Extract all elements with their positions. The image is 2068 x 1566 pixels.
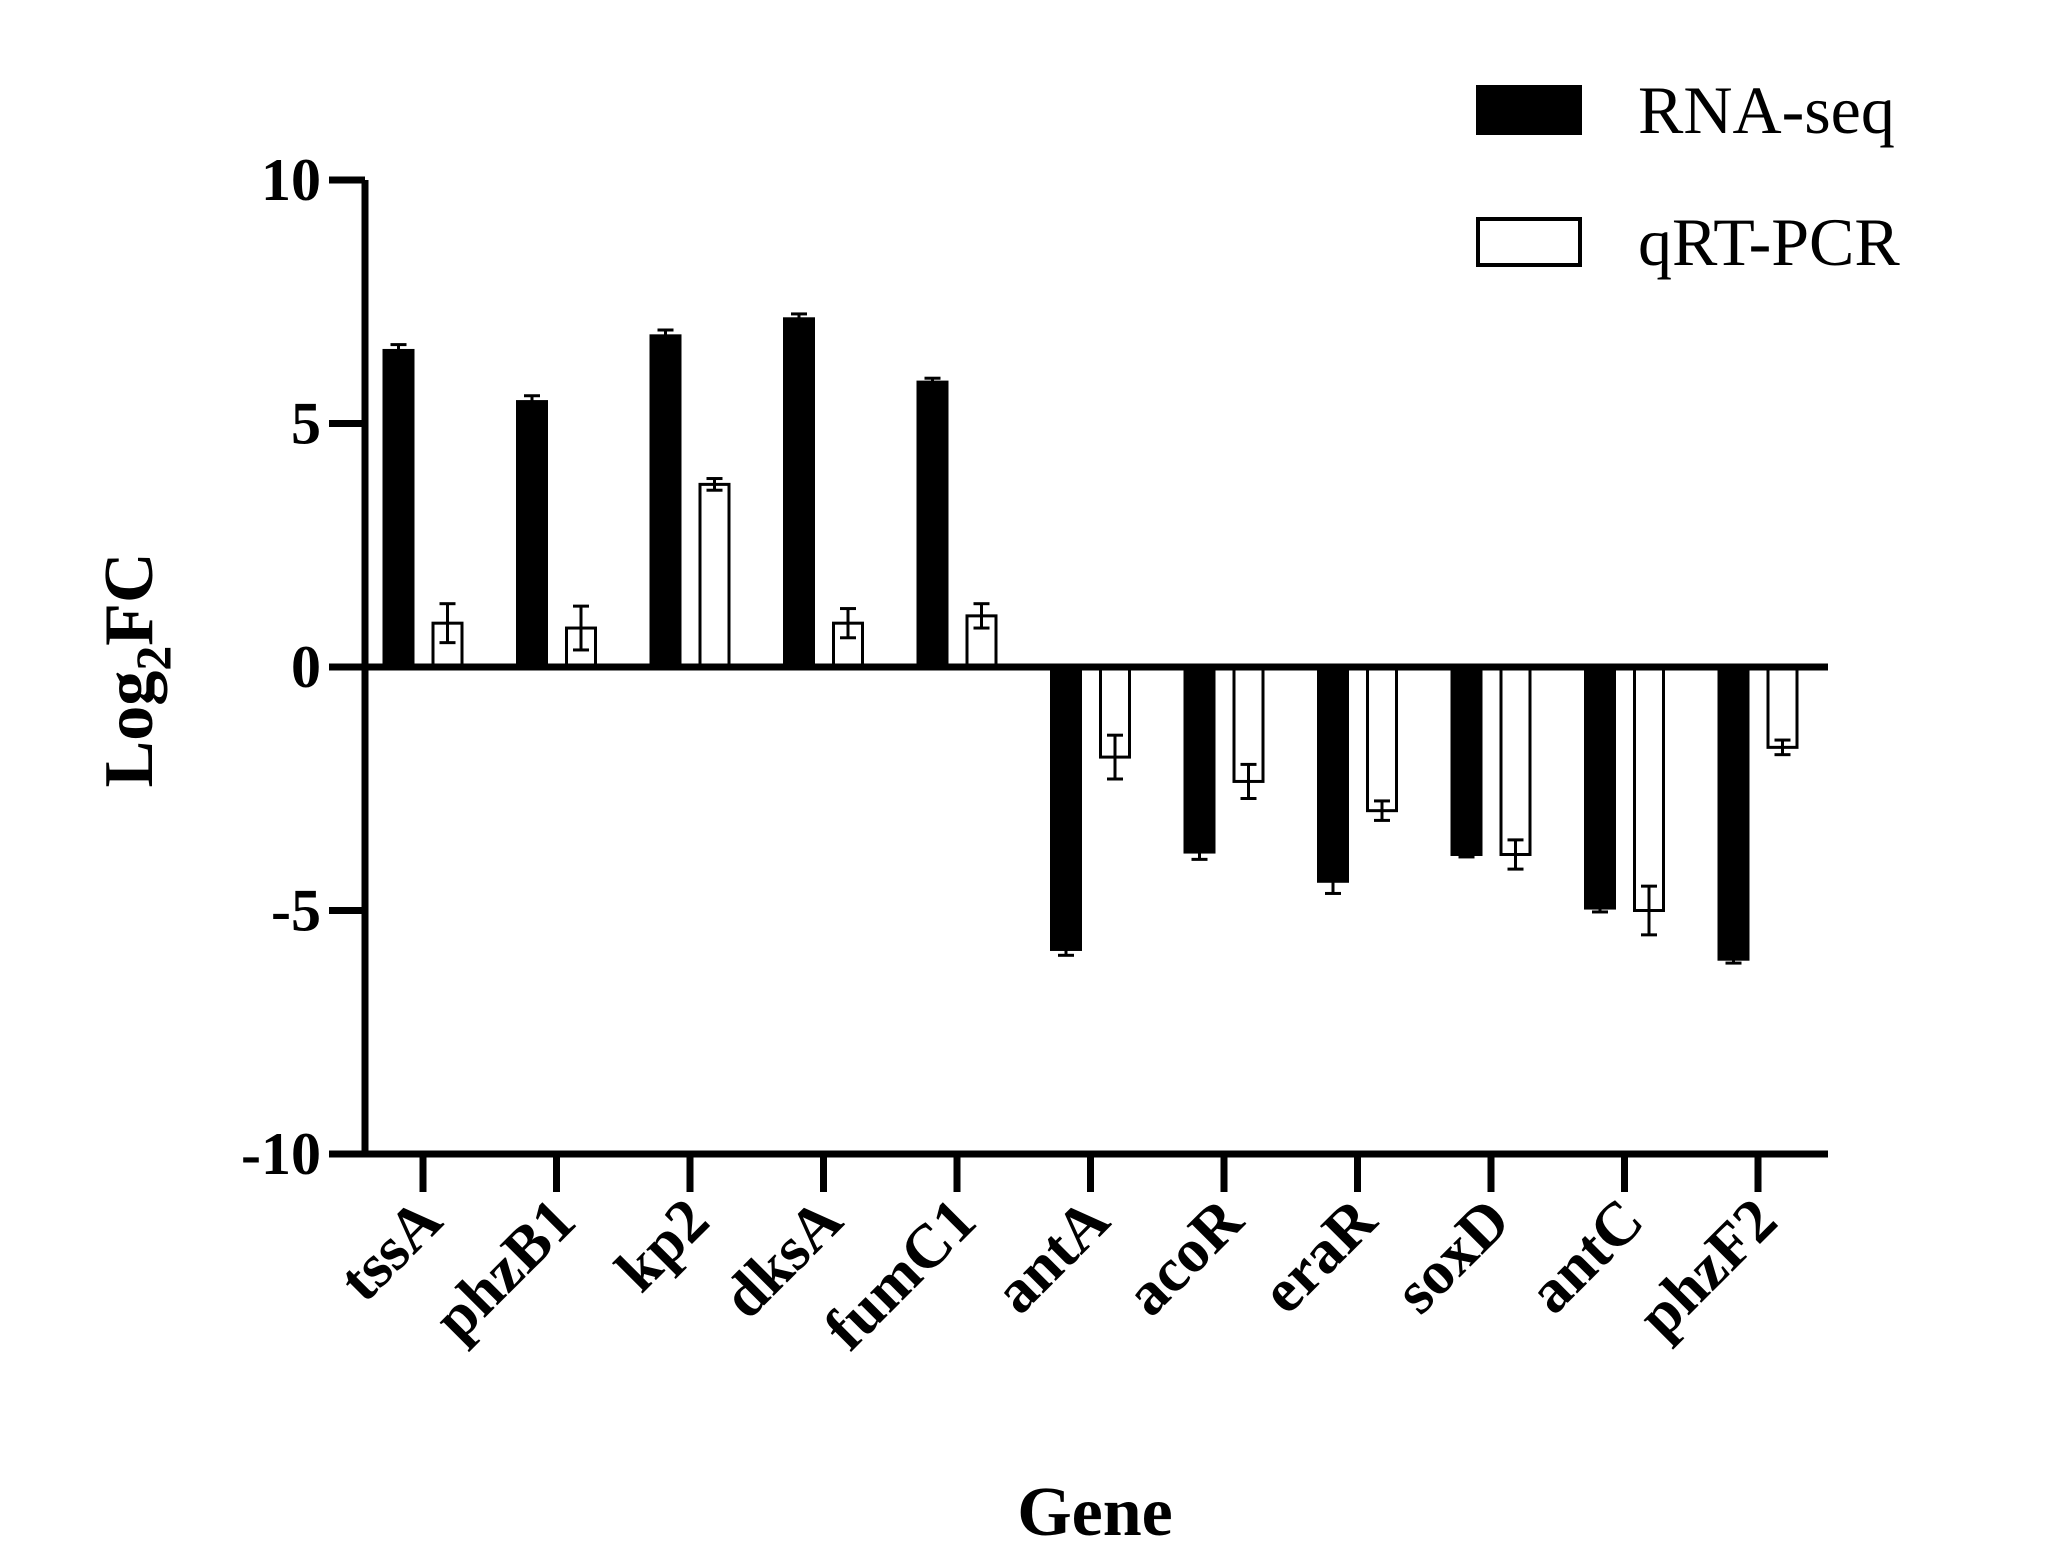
x-tick-label-soxd: soxD [1382, 1186, 1523, 1327]
y-axis-title-main: Log [91, 671, 168, 788]
bar-rna-seq-anta [1050, 665, 1082, 951]
bar-qrt-pcr-erar [1366, 665, 1398, 813]
legend-swatch-rna-seq [1476, 85, 1582, 135]
bar-rna-seq-soxd [1450, 665, 1483, 856]
y-axis-title-subscript: 2 [125, 646, 181, 671]
x-tick-label-anta: antA [982, 1186, 1123, 1327]
bar-rna-seq-fumc1 [916, 380, 949, 669]
bar-rna-seq-dksa [783, 317, 815, 669]
legend: RNA-seq qRT-PCR [1476, 72, 1900, 280]
y-tick-label-5: 5 [291, 391, 321, 457]
y-tick-label--5: -5 [271, 878, 321, 944]
x-tick-label-phzf2: phzF2 [1625, 1186, 1790, 1351]
bar-qrt-pcr-soxd [1499, 665, 1532, 856]
bar-rna-seq-acor [1183, 665, 1216, 854]
bar-qrt-pcr-antc [1633, 665, 1665, 912]
x-tick-label-acor: acoR [1113, 1185, 1257, 1329]
legend-label-qrt-pcr: qRT-PCR [1638, 204, 1900, 280]
legend-swatch-qrt-pcr [1476, 217, 1582, 267]
y-tick-label--10: -10 [241, 1121, 321, 1187]
y-axis-title: Log2FC [91, 552, 181, 787]
x-tick-label-phzb1: phzB1 [421, 1186, 588, 1353]
bar-rna-seq-antc [1584, 665, 1616, 910]
x-tick-label-erar: eraR [1249, 1185, 1390, 1326]
x-tick-label-kp2: kp2 [603, 1186, 722, 1305]
bar-qrt-pcr-phzf2 [1766, 665, 1799, 749]
y-tick-label-0: 0 [291, 634, 321, 700]
legend-label-rna-seq: RNA-seq [1638, 72, 1895, 148]
x-tick-label-fumc1: fumC1 [812, 1186, 989, 1363]
bar-rna-seq-phzf2 [1717, 665, 1750, 961]
bar-rna-seq-kp2 [649, 334, 682, 669]
x-axis-title: Gene [1017, 1474, 1173, 1551]
bar-rna-seq-tssa [382, 348, 415, 669]
bar-rna-seq-phzb1 [516, 400, 548, 669]
y-axis-title-tail: FC [91, 552, 168, 645]
bar-rna-seq-erar [1317, 665, 1349, 883]
y-tick-label-10: 10 [261, 147, 321, 213]
bar-qrt-pcr-kp2 [698, 482, 731, 669]
